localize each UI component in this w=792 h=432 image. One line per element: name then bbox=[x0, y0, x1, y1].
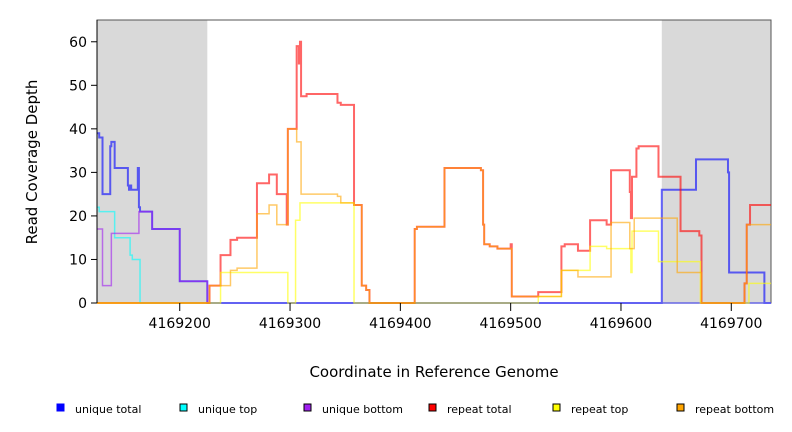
y-tick-label: 60 bbox=[69, 35, 87, 51]
legend-label: repeat total bbox=[447, 403, 512, 416]
y-tick-label: 50 bbox=[69, 78, 87, 94]
x-axis-label: Coordinate in Reference Genome bbox=[309, 363, 558, 381]
legend-label: unique total bbox=[75, 403, 141, 416]
series-lines bbox=[97, 40, 771, 304]
x-tick-label: 4169300 bbox=[259, 316, 321, 332]
series-unique-top bbox=[97, 206, 771, 304]
legend-marker bbox=[179, 403, 188, 412]
x-tick-label: 4169400 bbox=[369, 316, 431, 332]
legend-label: repeat bottom bbox=[695, 403, 774, 416]
x-tick-label: 4169500 bbox=[479, 316, 541, 332]
y-axis-label: Read Coverage Depth bbox=[23, 80, 41, 245]
y-tick-label: 0 bbox=[78, 296, 87, 312]
legend-marker bbox=[303, 403, 312, 412]
y-tick-label: 30 bbox=[69, 165, 87, 181]
legend-label: repeat top bbox=[571, 403, 628, 416]
series-unique-bottom bbox=[97, 210, 771, 304]
legend-label: unique bottom bbox=[322, 403, 403, 416]
legend-label: unique top bbox=[198, 403, 257, 416]
shaded-region bbox=[661, 20, 771, 303]
x-tick-label: 4169600 bbox=[590, 316, 652, 332]
series-unique-total bbox=[97, 132, 771, 304]
y-tick-label: 20 bbox=[69, 209, 87, 225]
shaded-regions bbox=[97, 20, 771, 303]
shaded-region bbox=[97, 20, 208, 303]
series-repeat-bottom bbox=[97, 128, 771, 304]
x-tick-label: 4169200 bbox=[149, 316, 211, 332]
x-tick-label: 4169700 bbox=[700, 316, 762, 332]
y-tick-label: 40 bbox=[69, 122, 87, 138]
legend: unique total unique top unique bottom repea… bbox=[56, 403, 774, 416]
legend-marker bbox=[552, 403, 561, 412]
legend-marker bbox=[428, 403, 437, 412]
legend-marker bbox=[56, 403, 65, 412]
legend-marker bbox=[676, 403, 685, 412]
axes: 0 10 20 30 40 50 60 4169200 4169300 4169400 416950… bbox=[69, 20, 762, 332]
y-tick-label: 10 bbox=[69, 252, 87, 268]
